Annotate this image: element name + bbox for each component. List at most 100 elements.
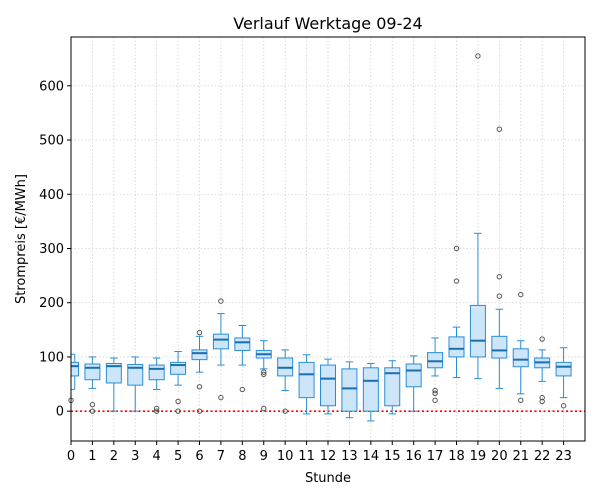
box-iqr bbox=[234, 337, 251, 351]
x-tick-label: 20 bbox=[491, 449, 508, 464]
outlier-point bbox=[153, 405, 160, 412]
x-tick-label: 8 bbox=[238, 449, 246, 464]
x-tick-label: 22 bbox=[534, 449, 551, 464]
outlier-point bbox=[175, 408, 181, 414]
x-tick-label: 19 bbox=[470, 449, 487, 464]
box-group bbox=[512, 291, 529, 404]
x-tick-label: 16 bbox=[405, 449, 422, 464]
x-tick-label: 11 bbox=[298, 449, 315, 464]
outlier-point bbox=[196, 329, 203, 336]
y-tick-label: 600 bbox=[39, 79, 64, 94]
x-tick-label: 15 bbox=[384, 449, 401, 464]
box-group bbox=[191, 329, 208, 414]
x-axis-ticks: 0 1 2 3 4 5 6 7 8 9 10 11 12 13 14 15 16 17 18 19 20 21 22 23 bbox=[67, 441, 572, 464]
box-group bbox=[170, 351, 187, 414]
box-group bbox=[555, 347, 572, 409]
x-tick-label: 23 bbox=[555, 449, 572, 464]
box-iqr bbox=[191, 349, 208, 361]
outlier-point bbox=[89, 401, 96, 408]
outlier-point bbox=[239, 386, 246, 393]
boxes bbox=[68, 53, 572, 422]
x-tick-label: 14 bbox=[363, 449, 380, 464]
box-group bbox=[212, 298, 229, 401]
outlier-point bbox=[153, 408, 160, 414]
box-iqr bbox=[341, 368, 358, 412]
box-group bbox=[320, 358, 336, 415]
outlier-point bbox=[539, 398, 545, 405]
y-tick-label: 400 bbox=[39, 188, 64, 203]
y-tick-label: 100 bbox=[39, 350, 64, 365]
outlier-point bbox=[496, 293, 503, 299]
box-group bbox=[298, 354, 315, 415]
box-group bbox=[277, 349, 294, 414]
box-iqr bbox=[491, 335, 508, 359]
box-group bbox=[362, 362, 379, 422]
y-tick-label: 300 bbox=[39, 242, 64, 257]
box-group bbox=[127, 356, 144, 412]
outlier-point bbox=[453, 245, 460, 252]
outlier-point bbox=[261, 369, 267, 375]
x-tick-label: 9 bbox=[260, 449, 268, 464]
outlier-point bbox=[175, 398, 181, 405]
x-tick-label: 1 bbox=[88, 449, 96, 464]
x-tick-label: 17 bbox=[427, 449, 444, 464]
outlier-point bbox=[496, 273, 503, 280]
box-group bbox=[427, 337, 444, 404]
box-group bbox=[448, 245, 465, 379]
box-iqr bbox=[148, 364, 165, 381]
box-group bbox=[469, 53, 486, 380]
box-iqr bbox=[212, 333, 229, 350]
box-iqr bbox=[384, 367, 401, 407]
box-iqr bbox=[448, 336, 465, 358]
box-group bbox=[234, 324, 251, 393]
x-tick-label: 0 bbox=[67, 449, 75, 464]
box-iqr bbox=[555, 361, 572, 377]
outlier-point bbox=[475, 53, 481, 59]
outlier-point bbox=[432, 387, 438, 394]
box-group bbox=[341, 361, 358, 419]
box-group bbox=[534, 336, 551, 405]
box-iqr bbox=[70, 361, 79, 377]
outlier-point bbox=[282, 408, 288, 414]
y-axis-ticks: 0 100 200 300 400 500 600 bbox=[39, 79, 71, 420]
box-iqr bbox=[105, 362, 122, 384]
outlier-point bbox=[432, 390, 438, 396]
y-tick-label: 200 bbox=[39, 296, 64, 311]
box-iqr bbox=[84, 363, 101, 381]
box-group bbox=[384, 360, 401, 415]
y-tick-label: 500 bbox=[39, 134, 64, 149]
y-axis-label: Strompreis [€/MWh] bbox=[14, 174, 29, 304]
outlier-point bbox=[518, 397, 524, 404]
x-tick-label: 18 bbox=[448, 449, 465, 464]
outlier-point bbox=[89, 408, 96, 414]
outlier-point bbox=[518, 291, 524, 298]
x-tick-label: 4 bbox=[153, 449, 161, 464]
x-tick-label: 6 bbox=[195, 449, 203, 464]
box-group bbox=[105, 357, 122, 412]
box-iqr bbox=[127, 364, 144, 386]
box-iqr bbox=[298, 361, 315, 399]
x-tick-label: 5 bbox=[174, 449, 182, 464]
x-tick-label: 3 bbox=[131, 449, 139, 464]
outlier-point bbox=[218, 394, 224, 401]
outlier-point bbox=[432, 397, 438, 404]
box-iqr bbox=[512, 348, 529, 368]
box-iqr bbox=[405, 363, 422, 388]
outlier-point bbox=[261, 405, 267, 412]
box-group bbox=[84, 356, 101, 414]
outlier-point bbox=[196, 408, 203, 414]
box-iqr bbox=[427, 352, 444, 369]
box-iqr bbox=[362, 367, 379, 412]
box-iqr bbox=[170, 361, 187, 375]
x-tick-label: 7 bbox=[217, 449, 225, 464]
outlier-point bbox=[453, 278, 460, 284]
box-iqr bbox=[469, 304, 486, 358]
x-tick-label: 13 bbox=[341, 449, 358, 464]
box-group bbox=[491, 126, 508, 389]
x-axis-label: Stunde bbox=[305, 471, 351, 486]
outlier-point bbox=[496, 126, 503, 132]
chart-title: Verlauf Werktage 09-24 bbox=[233, 14, 422, 33]
box-group bbox=[405, 355, 422, 412]
outlier-point bbox=[261, 371, 267, 377]
